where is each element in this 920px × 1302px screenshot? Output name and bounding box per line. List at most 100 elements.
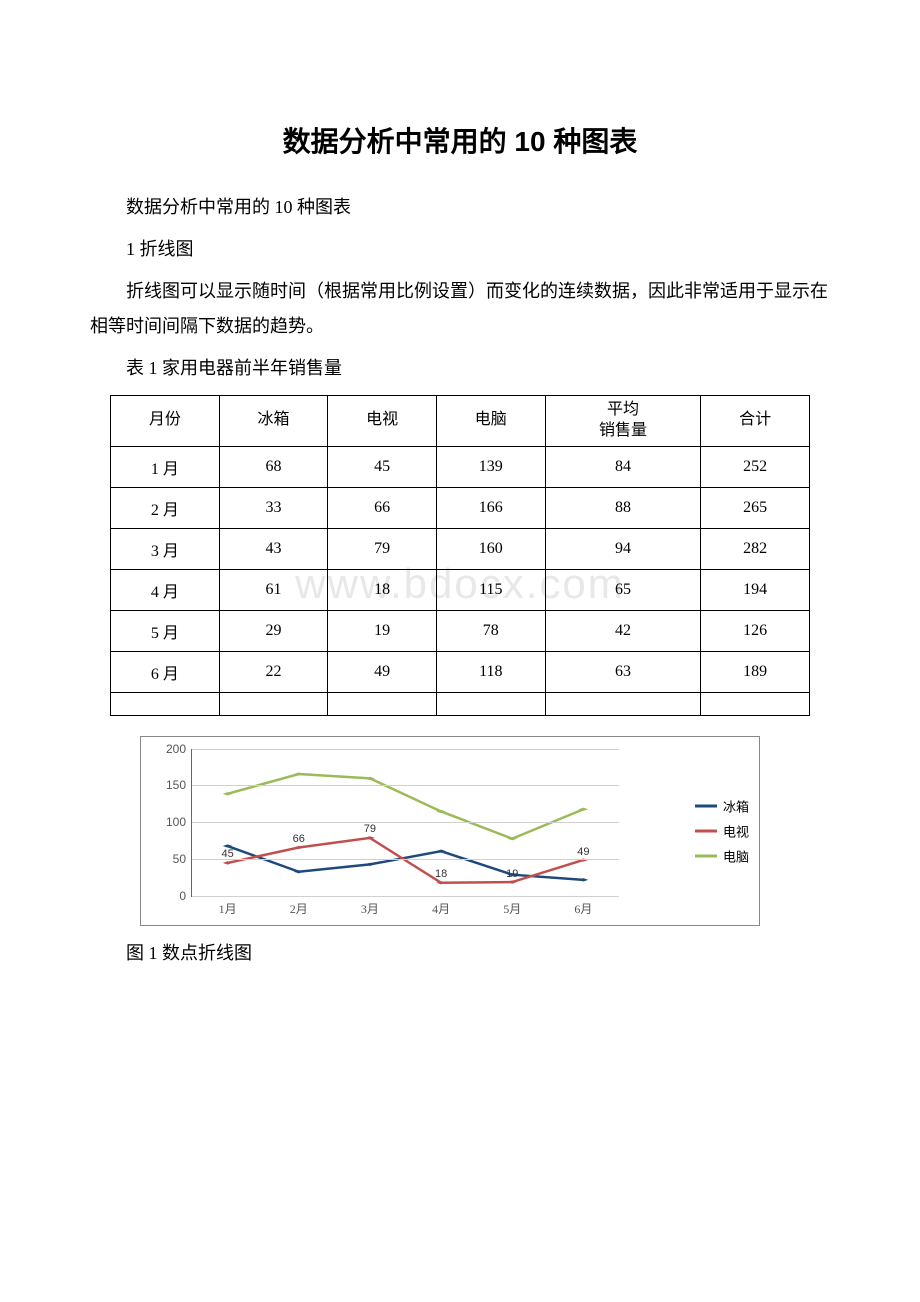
legend-item: 电脑	[695, 846, 749, 865]
legend-item: 冰箱	[695, 796, 749, 815]
gridline	[192, 822, 619, 823]
plot-area: 0501001502001月2月3月4月5月6月456679181949	[191, 749, 619, 897]
x-tick-label: 4月	[432, 900, 450, 917]
table-cell: 118	[436, 651, 545, 692]
x-tick-label: 1月	[219, 900, 237, 917]
table-row	[111, 692, 810, 715]
chart-data-label: 18	[435, 868, 447, 880]
document-page: www.bdocx.com 数据分析中常用的 10 种图表 数据分析中常用的 1…	[0, 0, 920, 1038]
y-tick-label: 150	[166, 778, 186, 792]
table-row: 5 月29197842126	[111, 610, 810, 651]
chart-line	[228, 837, 584, 882]
col-header: 冰箱	[219, 395, 328, 446]
table-cell	[701, 692, 810, 715]
chart-data-label: 49	[577, 846, 589, 858]
table-cell: 63	[545, 651, 701, 692]
legend-swatch	[695, 854, 717, 857]
table-cell: 68	[219, 446, 328, 487]
subtitle-text: 数据分析中常用的 10 种图表	[90, 190, 830, 224]
table-row: 6 月224911863189	[111, 651, 810, 692]
sales-table: 月份 冰箱 电视 电脑 平均销售量 合计 1 月6845139842522 月3…	[110, 395, 810, 716]
y-tick-label: 0	[179, 889, 186, 903]
x-tick-label: 3月	[361, 900, 379, 917]
table-cell: 65	[545, 569, 701, 610]
legend-swatch	[695, 829, 717, 832]
table-cell: 79	[328, 528, 437, 569]
table-cell: 45	[328, 446, 437, 487]
table-cell	[545, 692, 701, 715]
gridline	[192, 859, 619, 860]
line-chart: 0 50 100 150 200 1月 2月 3月 4月 5月 6月 45 66 79 18 19 49 冰箱电…	[140, 736, 760, 926]
line-chart-container: 0 50 100 150 200 1月 2月 3月 4月 5月 6月 45 66 79 18 19 49 冰箱电…	[140, 736, 830, 926]
gridline	[192, 896, 619, 897]
table-cell: 282	[701, 528, 810, 569]
x-tick-label: 2月	[290, 900, 308, 917]
legend-label: 电脑	[723, 846, 749, 865]
table-row: 1 月684513984252	[111, 446, 810, 487]
table-cell: 252	[701, 446, 810, 487]
table-cell	[328, 692, 437, 715]
legend-item: 电视	[695, 821, 749, 840]
table-cell	[111, 692, 220, 715]
y-tick-label: 200	[166, 742, 186, 756]
table-cell: 43	[219, 528, 328, 569]
table-cell: 19	[328, 610, 437, 651]
table-cell: 33	[219, 487, 328, 528]
section-body: 折线图可以显示随时间（根据常用比例设置）而变化的连续数据，因此非常适用于显示在相…	[90, 274, 830, 342]
chart-data-label: 19	[506, 868, 518, 880]
table-cell: 194	[701, 569, 810, 610]
table-cell: 78	[436, 610, 545, 651]
page-title: 数据分析中常用的 10 种图表	[90, 120, 830, 160]
gridline	[192, 749, 619, 750]
chart-data-label: 66	[293, 833, 305, 845]
chart-data-label: 79	[364, 823, 376, 835]
table-cell	[436, 692, 545, 715]
table-cell: 94	[545, 528, 701, 569]
table-cell: 189	[701, 651, 810, 692]
table-cell: 265	[701, 487, 810, 528]
chart-line	[228, 774, 584, 839]
legend-swatch	[695, 804, 717, 807]
table-cell: 2 月	[111, 487, 220, 528]
table-cell: 1 月	[111, 446, 220, 487]
section-heading: 1 折线图	[90, 232, 830, 266]
chart-data-label: 45	[221, 848, 233, 860]
col-header: 月份	[111, 395, 220, 446]
table-cell: 49	[328, 651, 437, 692]
legend-label: 冰箱	[723, 796, 749, 815]
chart-legend: 冰箱电视电脑	[695, 790, 749, 871]
table-cell: 3 月	[111, 528, 220, 569]
table-row: 3 月437916094282	[111, 528, 810, 569]
table-cell: 4 月	[111, 569, 220, 610]
col-header: 电视	[328, 395, 437, 446]
data-table-container: 月份 冰箱 电视 电脑 平均销售量 合计 1 月6845139842522 月3…	[110, 395, 830, 716]
table-cell: 42	[545, 610, 701, 651]
table-header-row: 月份 冰箱 电视 电脑 平均销售量 合计	[111, 395, 810, 446]
table-cell: 18	[328, 569, 437, 610]
table-cell: 84	[545, 446, 701, 487]
col-header: 平均销售量	[545, 395, 701, 446]
table-cell: 166	[436, 487, 545, 528]
table-cell: 66	[328, 487, 437, 528]
y-tick-label: 50	[173, 852, 186, 866]
table-caption: 表 1 家用电器前半年销售量	[90, 351, 830, 385]
y-tick-label: 100	[166, 815, 186, 829]
col-header: 合计	[701, 395, 810, 446]
col-header: 电脑	[436, 395, 545, 446]
chart-caption: 图 1 数点折线图	[90, 936, 830, 970]
table-cell: 29	[219, 610, 328, 651]
table-cell: 61	[219, 569, 328, 610]
table-cell: 126	[701, 610, 810, 651]
x-tick-label: 6月	[574, 900, 592, 917]
table-cell: 160	[436, 528, 545, 569]
table-cell: 88	[545, 487, 701, 528]
legend-label: 电视	[723, 821, 749, 840]
gridline	[192, 785, 619, 786]
table-cell: 115	[436, 569, 545, 610]
table-row: 2 月336616688265	[111, 487, 810, 528]
table-row: 4 月611811565194	[111, 569, 810, 610]
x-tick-label: 5月	[503, 900, 521, 917]
table-cell: 6 月	[111, 651, 220, 692]
table-cell: 139	[436, 446, 545, 487]
table-cell: 5 月	[111, 610, 220, 651]
